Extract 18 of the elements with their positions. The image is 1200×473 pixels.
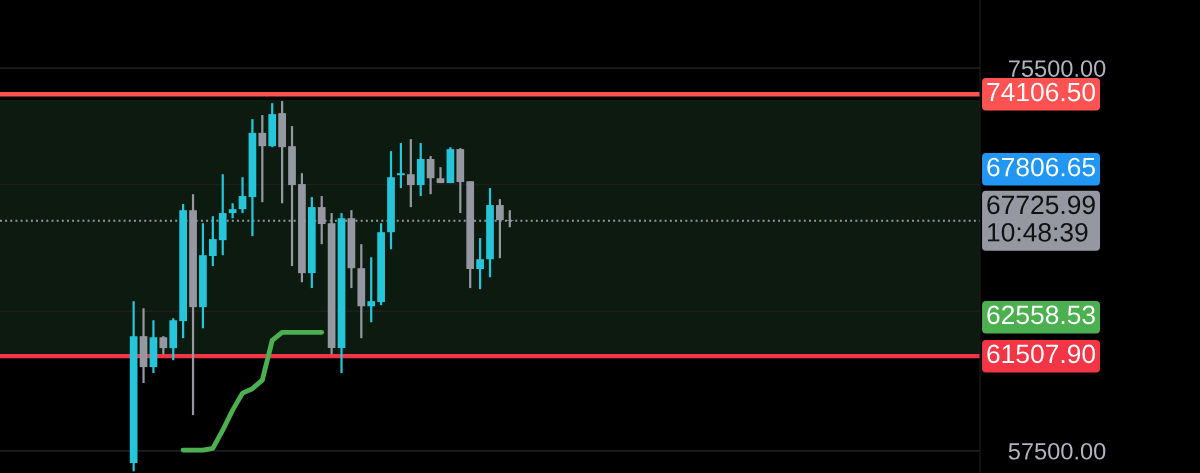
- candlestick: [397, 141, 405, 190]
- candlestick: [159, 335, 168, 356]
- candlestick: [426, 154, 435, 196]
- candlestick: [238, 176, 247, 215]
- ref-line-label: 74106.50: [987, 82, 1096, 102]
- candlestick: [258, 113, 267, 204]
- text: 67806.65: [987, 157, 1095, 177]
- candlestick: [367, 256, 376, 324]
- candlestick: [436, 166, 445, 185]
- candlestick: [208, 215, 217, 268]
- y-tick-label: 75500.00: [1008, 60, 1106, 77]
- candlestick: [406, 138, 415, 209]
- candlestick: [476, 236, 484, 291]
- line-series: [180, 329, 325, 453]
- ref-line-label: 61507.90: [987, 344, 1096, 364]
- text: 62558.53: [987, 305, 1095, 325]
- y-tick-label: 57500.00: [1008, 442, 1106, 460]
- ref-line-label: 67725.99 10:48:39: [987, 195, 1095, 242]
